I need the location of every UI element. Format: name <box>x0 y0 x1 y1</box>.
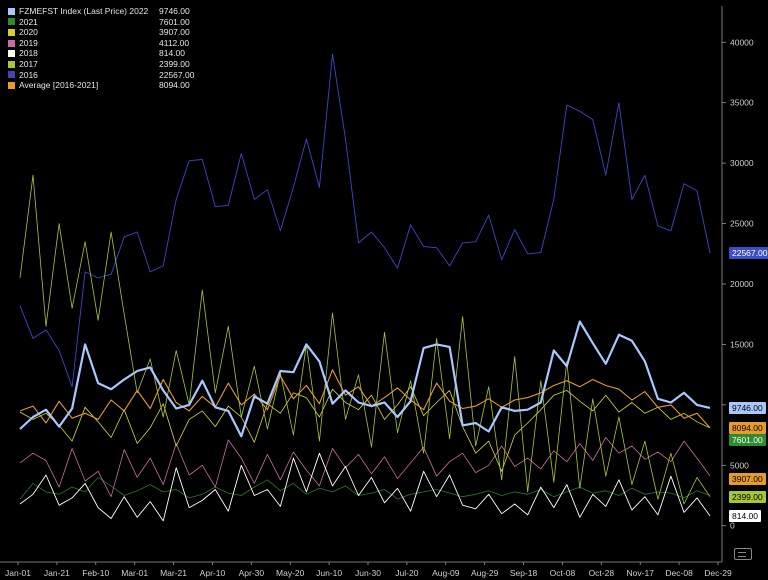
series-line-2016 <box>19 53 711 388</box>
last-value-badge: 8094.00 <box>729 421 766 434</box>
y-tick-label: 25000 <box>730 219 754 229</box>
legend-entry[interactable]: Average [2016-2021] 8094.00 <box>8 80 194 91</box>
x-tick-label: Mar-21 <box>160 568 187 578</box>
legend-swatch <box>8 18 15 26</box>
chart-legend: FZMEFST Index (Last Price) 2022 9746.00 20… <box>4 4 201 94</box>
legend-name: FZMEFST Index (Last Price) 2022 <box>19 6 149 16</box>
y-tick-label: 35000 <box>730 98 754 108</box>
y-tick-label: 20000 <box>730 279 754 289</box>
legend-entry[interactable]: FZMEFST Index (Last Price) 2022 9746.00 <box>8 6 194 17</box>
legend-value: 9746.00 <box>159 6 190 16</box>
legend-swatch <box>8 60 15 68</box>
legend-value: 814.00 <box>159 48 185 59</box>
x-tick-label: Aug-29 <box>471 568 499 578</box>
legend-swatch <box>8 50 15 58</box>
last-value-badge: 7601.00 <box>729 433 766 446</box>
x-tick-label: Apr-30 <box>239 568 265 578</box>
legend-name: 2019 <box>19 37 38 48</box>
legend-swatch <box>8 7 15 15</box>
x-tick-label: Mar-01 <box>121 568 148 578</box>
y-tick-label: 0 <box>730 521 735 531</box>
x-tick-label: Jul-20 <box>395 568 418 578</box>
legend-value: 22567.00 <box>159 69 195 80</box>
legend-swatch <box>8 39 15 47</box>
legend-name: 2016 <box>19 69 38 80</box>
y-tick-label: 15000 <box>730 339 754 349</box>
legend-value: 3907.00 <box>159 27 190 38</box>
legend-entry[interactable]: 2018 814.00 <box>8 48 194 59</box>
series-line-2019 <box>19 437 711 498</box>
legend-swatch <box>8 71 15 79</box>
x-tick-label: Aug-09 <box>432 568 460 578</box>
legend-value: 4112.00 <box>159 37 190 48</box>
legend-entry[interactable]: 2017 2399.00 <box>8 59 194 70</box>
legend-name: 2020 <box>19 27 38 38</box>
last-value-badge: 814.00 <box>729 509 761 522</box>
x-tick-label: Apr-10 <box>200 568 226 578</box>
chart-settings-icon[interactable] <box>734 548 752 560</box>
legend-name: 2021 <box>19 16 38 27</box>
legend-entry[interactable]: 2020 3907.00 <box>8 27 194 38</box>
x-tick-label: Oct-08 <box>550 568 576 578</box>
x-tick-label: Jun-10 <box>316 568 342 578</box>
last-value-badge: 9746.00 <box>729 401 766 414</box>
x-tick-label: Jan-21 <box>44 568 70 578</box>
series-line-2017 <box>19 174 711 505</box>
legend-name: 2018 <box>19 48 38 59</box>
series-line-2020 <box>19 386 711 472</box>
x-tick-label: Dec-08 <box>665 568 693 578</box>
legend-name: Average [2016-2021] <box>19 80 99 91</box>
last-value-badge: 3907.00 <box>729 472 766 485</box>
series-line-fzmefst-index-last-price-2022 <box>19 320 711 438</box>
legend-entry[interactable]: 2016 22567.00 <box>8 70 194 81</box>
legend-entry[interactable]: 2019 4112.00 <box>8 38 194 49</box>
series-line-average-2016-2021 <box>19 369 711 429</box>
series-line-2021 <box>19 476 711 500</box>
y-tick-label: 40000 <box>730 37 754 47</box>
legend-swatch <box>8 28 15 36</box>
x-tick-label: Feb-10 <box>82 568 109 578</box>
last-value-badge: 2399.00 <box>729 490 766 503</box>
last-value-badge: 22567.00 <box>729 246 768 259</box>
legend-swatch <box>8 81 15 89</box>
x-tick-label: Nov-17 <box>627 568 655 578</box>
series-line-2018 <box>19 452 711 522</box>
x-tick-label: May-20 <box>276 568 305 578</box>
legend-value: 7601.00 <box>159 16 190 27</box>
legend-entry[interactable]: 2021 7601.00 <box>8 17 194 28</box>
x-tick-label: Oct-28 <box>589 568 615 578</box>
x-tick-label: Sep-18 <box>510 568 538 578</box>
x-tick-label: Dec-29 <box>704 568 732 578</box>
legend-value: 8094.00 <box>159 80 190 91</box>
y-tick-label: 5000 <box>730 460 749 470</box>
legend-value: 2399.00 <box>159 58 190 69</box>
x-tick-label: Jun-30 <box>355 568 381 578</box>
x-tick-label: Jan-01 <box>5 568 31 578</box>
y-tick-label: 30000 <box>730 158 754 168</box>
legend-name: 2017 <box>19 58 38 69</box>
